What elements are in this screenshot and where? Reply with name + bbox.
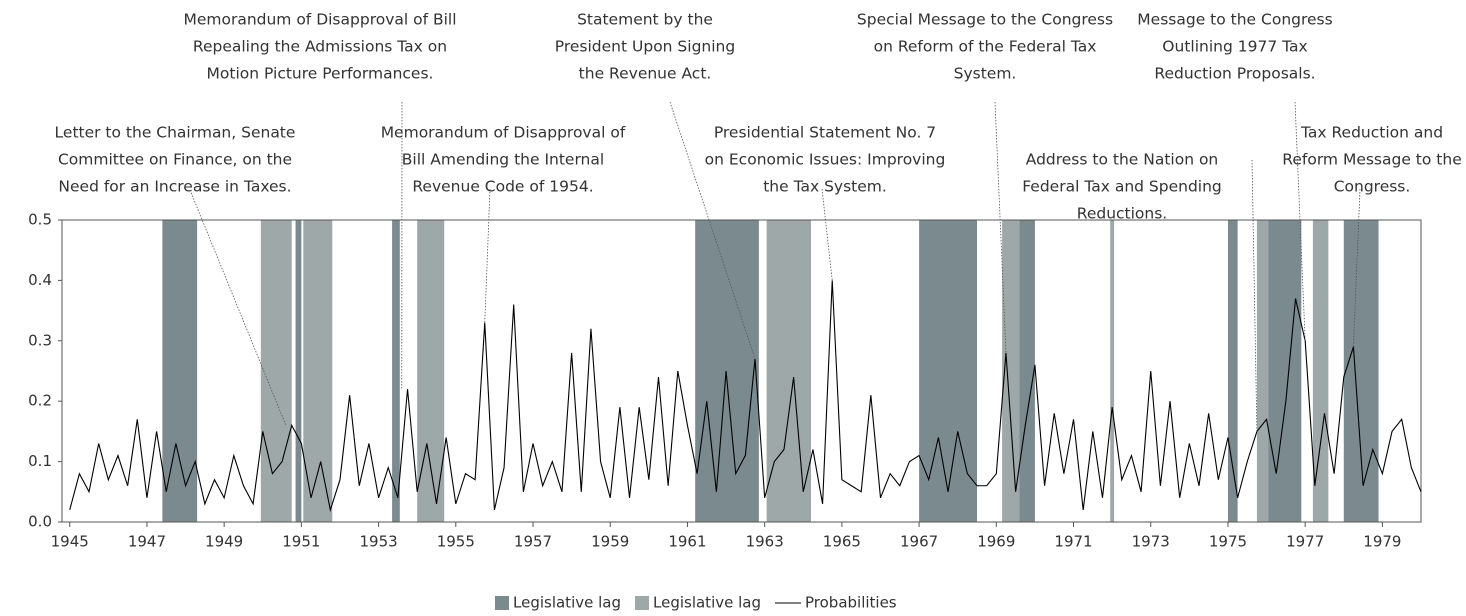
x-tick-label: 1949 <box>205 533 243 551</box>
annotation-text: Motion Picture Performances. <box>207 65 434 83</box>
x-tick-label: 1959 <box>591 533 629 551</box>
annotation-text: Memorandum of Disapproval of <box>381 124 626 142</box>
annotation-text: Memorandum of Disapproval of Bill <box>183 11 456 29</box>
x-tick-label: 1945 <box>51 533 89 551</box>
annotation-text: Letter to the Chairman, Senate <box>55 124 296 142</box>
annotation: Memorandum of Disapproval of Bill Amendin… <box>381 124 626 323</box>
annotation-text: Federal Tax and Spending <box>1022 178 1222 196</box>
annotation-text: Message to the Congress <box>1137 11 1332 29</box>
annotation-text: Reform Message to the <box>1282 151 1461 169</box>
annotation-leader <box>189 189 287 426</box>
annotation-text: Tax Reduction and <box>1300 124 1443 142</box>
probability-line <box>69 280 1422 513</box>
x-tick-label: 1965 <box>823 533 861 551</box>
annotation-text: Repealing the Admissions Tax on <box>193 38 447 56</box>
lag-band <box>1343 220 1379 522</box>
annotation-leader <box>1353 188 1361 347</box>
x-tick-label: 1951 <box>282 533 320 551</box>
x-tick-label: 1963 <box>746 533 784 551</box>
annotation-text: the Tax System. <box>763 178 887 196</box>
annotation-text: Special Message to the Congress <box>857 11 1113 29</box>
lag-band <box>1312 220 1329 522</box>
x-tick-label: 1973 <box>1132 533 1170 551</box>
legend-label: Legislative lag <box>513 594 621 612</box>
annotation-text: the Revenue Act. <box>579 65 712 83</box>
annotation: Message to the Congress Outlining 1977 Ta… <box>1137 11 1333 341</box>
lag-band <box>1227 220 1238 522</box>
y-tick-label: 0.3 <box>28 331 52 349</box>
plot-frame <box>61 219 1422 523</box>
annotation: Memorandum of Disapproval of Bill Repeali… <box>183 11 457 390</box>
x-tick-label: 1967 <box>900 533 938 551</box>
annotation-text: President Upon Signing <box>555 38 735 56</box>
annotation: Special Message to the Congress on Reform… <box>857 11 1113 353</box>
annotation-text: Reductions. <box>1077 205 1168 223</box>
annotation-text: System. <box>954 65 1017 83</box>
lag-band <box>1019 220 1035 522</box>
y-tick-label: 0.2 <box>28 392 52 410</box>
x-tick-label: 1955 <box>437 533 475 551</box>
annotation-leader <box>1251 159 1258 432</box>
annotation-text: Congress. <box>1334 178 1411 196</box>
annotation-text: Statement by the <box>577 11 713 29</box>
annotation-text: Presidential Statement No. 7 <box>714 124 936 142</box>
lag-band <box>1002 220 1020 522</box>
annotation-text: Need for an Increase in Taxes. <box>58 178 291 196</box>
legend-label: Probabilities <box>805 594 897 612</box>
annotation: Tax Reduction and Reform Message to the Co… <box>1282 124 1462 347</box>
x-tick-label: 1961 <box>668 533 706 551</box>
x-tick-label: 1977 <box>1286 533 1324 551</box>
y-tick-label: 0.5 <box>28 211 52 229</box>
annotation-text: Address to the Nation on <box>1026 151 1219 169</box>
lag-band <box>260 220 292 522</box>
legend-swatch <box>495 596 509 610</box>
y-tick-label: 0.1 <box>28 452 52 470</box>
lag-band <box>295 220 302 522</box>
annotation-text: Bill Amending the Internal <box>402 151 604 169</box>
x-tick-label: 1971 <box>1054 533 1092 551</box>
annotation-leader <box>1294 101 1306 341</box>
annotation-leader <box>484 188 491 323</box>
lag-band <box>695 220 759 522</box>
annotation: Presidential Statement No. 7 on Economic … <box>705 124 946 281</box>
legend-swatch <box>635 596 649 610</box>
x-tick-label: 1979 <box>1363 533 1401 551</box>
x-tick-label: 1969 <box>977 533 1015 551</box>
annotation-text: Outlining 1977 Tax <box>1162 38 1307 56</box>
annotation-leader <box>669 101 756 360</box>
x-tick-label: 1957 <box>514 533 552 551</box>
y-tick-label: 0.0 <box>28 513 52 531</box>
lag-band <box>766 220 811 522</box>
legend-label: Legislative lag <box>653 594 761 612</box>
x-tick-label: 1947 <box>128 533 166 551</box>
annotation: Statement by the President Upon Signing th… <box>555 11 756 360</box>
annotation: Letter to the Chairman, Senate Committee … <box>55 124 296 426</box>
annotation-text: Revenue Code of 1954. <box>412 178 593 196</box>
lag-band <box>1256 220 1269 522</box>
y-tick-label: 0.4 <box>28 271 52 289</box>
annotation-leader <box>821 188 833 281</box>
x-tick-label: 1953 <box>359 533 397 551</box>
x-tick-label: 1975 <box>1209 533 1247 551</box>
annotation-text: Committee on Finance, on the <box>58 151 292 169</box>
lag-band <box>1110 220 1115 522</box>
annotation: Address to the Nation on Federal Tax and … <box>1022 151 1258 432</box>
annotation-text: on Reform of the Federal Tax <box>874 38 1097 56</box>
lag-band <box>1268 220 1302 522</box>
annotation-text: Reduction Proposals. <box>1154 65 1315 83</box>
annotation-text: on Economic Issues: Improving <box>705 151 946 169</box>
lag-band <box>162 220 198 522</box>
lag-band <box>392 220 400 522</box>
